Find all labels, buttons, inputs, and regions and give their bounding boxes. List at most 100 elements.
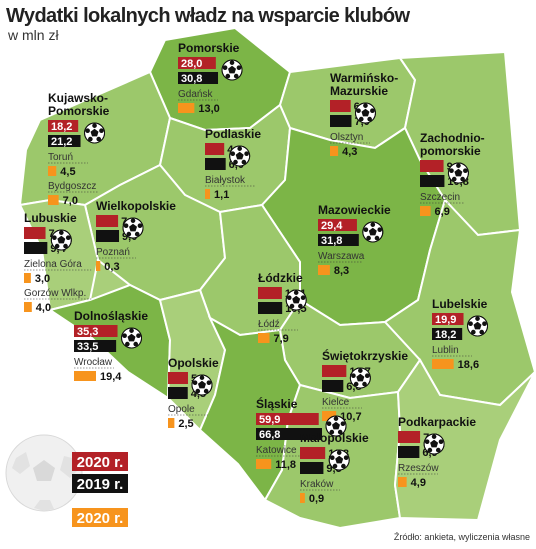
bar-city-2020 <box>74 371 96 381</box>
bar-2020-label: 35,3 <box>77 326 98 338</box>
bar-city-2020 <box>178 103 195 113</box>
region-group: Śląskie 59,9 66,8 Katowice 11,8 <box>256 396 347 471</box>
bar-2020 <box>258 287 282 299</box>
region-group: Wielkopolskie7,89,0Poznań0,3 <box>96 199 176 273</box>
legend-ball-icon <box>5 434 83 512</box>
bar-2020 <box>178 57 216 69</box>
city-name: Opole <box>168 404 195 415</box>
city-name: Gorzów Wlkp. <box>24 288 86 299</box>
bar-2020 <box>74 325 118 337</box>
football-icon <box>325 415 347 437</box>
bar-city-2020 <box>205 189 211 199</box>
bar-2020 <box>205 143 225 155</box>
bar-2019 <box>168 387 188 399</box>
region-name: Wielkopolskie <box>96 199 176 213</box>
legend-swatch-2020 <box>72 452 128 471</box>
city-name: Bydgoszcz <box>48 181 96 192</box>
football-icon <box>328 449 350 471</box>
bar-2020-label: 59,9 <box>259 414 280 426</box>
bar-city-2020 <box>322 411 337 421</box>
football-icon <box>354 102 376 124</box>
region-name: Świętokrzyskie <box>322 348 408 363</box>
chart-title: Wydatki lokalnych władz na wsparcie klub… <box>6 5 410 27</box>
city-name: Katowice <box>256 445 297 456</box>
bar-city-2020 <box>300 493 305 503</box>
region-group: Podlaskie4,16,0Białystok1,1 <box>205 127 261 201</box>
bar-2019 <box>24 242 48 254</box>
region-group: Lubelskie 19,9 18,2 Lublin 18,6 <box>432 297 489 371</box>
football-icon <box>84 122 106 144</box>
city-name: Kielce <box>322 397 350 408</box>
region-group: Kujawsko-Pomorskie 18,2 21,2 Toruń 4,5 Bydgos… <box>48 91 110 207</box>
legend-label-2019: 2019 r. <box>77 476 124 493</box>
bar-2019 <box>96 230 120 242</box>
city-name: Białystok <box>205 175 246 186</box>
bar-2019 <box>178 72 219 84</box>
bar-city-2020 <box>48 166 57 176</box>
football-icon <box>285 289 307 311</box>
region-name: Mazowieckie <box>318 203 391 217</box>
football-icon <box>122 217 144 239</box>
city-name: Warszawa <box>318 251 365 262</box>
legend: 2020 r. 2019 r. 2020 r. <box>5 434 128 527</box>
region-name: Zachodnio-pomorskie <box>420 131 485 158</box>
city-name: Wrocław <box>74 357 113 368</box>
bar-city-2020 <box>258 333 270 343</box>
bar-2019-label: 66,8 <box>259 429 280 441</box>
bar-2019 <box>256 428 322 440</box>
region-name: Podkarpackie <box>398 415 476 429</box>
bar-city-2020 <box>168 418 175 428</box>
region-data-groups: Pomorskie 28,0 30,8 Gdańsk 13,0 Warmińsko-Maz… <box>24 41 489 505</box>
bar-2020-label: 28,0 <box>181 58 202 70</box>
bar-2019-label: 18,2 <box>435 329 456 341</box>
football-icon <box>121 327 143 349</box>
football-icon <box>349 367 371 389</box>
region-group: Małopolskie11,89,5Kraków0,9 <box>300 431 369 505</box>
football-icon <box>221 59 243 81</box>
bar-city-2020-label: 4,3 <box>342 146 357 158</box>
bar-2019 <box>432 328 463 340</box>
football-icon <box>447 162 469 184</box>
bar-2020 <box>24 227 46 239</box>
bar-2019 <box>420 175 445 187</box>
bar-2019 <box>398 446 420 458</box>
bar-city-2020 <box>256 459 272 469</box>
bar-2020 <box>420 160 444 172</box>
bar-2020 <box>48 120 79 132</box>
bar-2019 <box>258 302 283 314</box>
city-name: Zielona Góra <box>24 259 82 270</box>
bar-2020 <box>256 413 319 425</box>
city-name: Łódź <box>258 319 280 330</box>
bar-2019 <box>322 380 344 392</box>
region-group: Dolnośląskie 35,3 33,5 Wrocław 19,4 <box>74 309 148 383</box>
source-note: Źródło: ankieta, wyliczenia własne <box>394 532 530 542</box>
bar-city-2020-label: 19,4 <box>100 371 122 383</box>
bar-2020 <box>318 219 357 231</box>
city-name: Szczecin <box>420 192 460 203</box>
bar-city-2020-label: 6,9 <box>435 206 450 218</box>
bar-city-2020-label: 13,0 <box>198 103 219 115</box>
city-name: Gdańsk <box>178 89 213 100</box>
legend-swatch-2019 <box>72 474 128 493</box>
region-group: Zachodnio-pomorskie9,710,8Szczecin6,9 <box>420 131 485 218</box>
region-name: Łódzkie <box>258 271 303 285</box>
bar-2020-label: 18,2 <box>51 121 72 133</box>
bar-city-2020 <box>24 273 31 283</box>
region-group: Mazowieckie 29,4 31,8 Warszawa 8,3 <box>318 203 391 277</box>
region-shape-podkarpackie <box>393 358 536 522</box>
region-group: Warmińsko-Mazurskie6,07,0Olsztyn4,3 <box>330 71 398 158</box>
bar-city-2020 <box>398 477 407 487</box>
bar-2020 <box>322 365 347 377</box>
bar-city-2020-label: 4,9 <box>411 477 426 489</box>
bar-city-2020 <box>420 206 431 216</box>
region-name: Warmińsko-Mazurskie <box>330 71 398 98</box>
region-name: Lubuskie <box>24 211 77 225</box>
football-icon <box>423 433 445 455</box>
bar-2020 <box>96 215 119 227</box>
bar-city-2020 <box>96 261 101 271</box>
city-name: Rzeszów <box>398 463 439 474</box>
city-name: Toruń <box>48 152 73 163</box>
bar-city-2020-label: 4,0 <box>36 302 51 314</box>
bar-city-2020 <box>330 146 339 156</box>
